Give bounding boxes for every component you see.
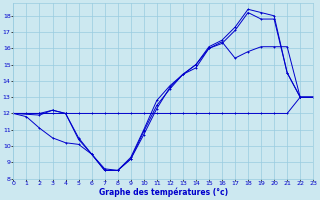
X-axis label: Graphe des températures (°c): Graphe des températures (°c) bbox=[99, 188, 228, 197]
